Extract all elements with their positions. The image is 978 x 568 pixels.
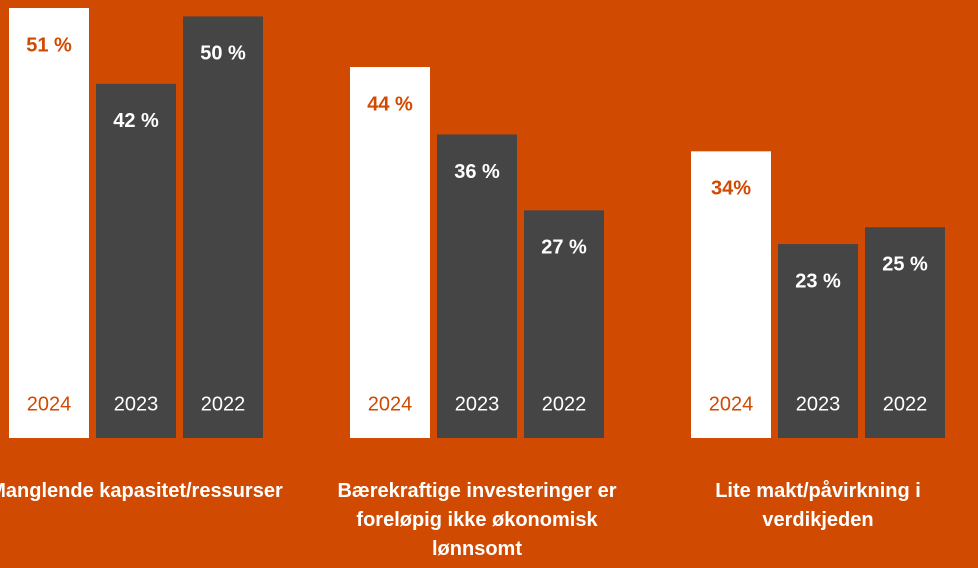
category-label: Lite makt/påvirkning i verdikjeden xyxy=(715,480,921,531)
series-label: 2024 xyxy=(27,393,72,415)
value-label: 36 % xyxy=(454,161,500,183)
value-label: 34% xyxy=(711,178,751,200)
value-label: 27 % xyxy=(541,237,587,259)
bar xyxy=(350,67,430,439)
bar xyxy=(96,83,176,438)
value-label: 42 % xyxy=(113,110,159,132)
series-label: 2023 xyxy=(114,393,159,415)
bar xyxy=(865,227,945,438)
bar xyxy=(691,151,771,439)
bar xyxy=(183,16,263,439)
category-label: Bærekraftige investeringer er foreløpig … xyxy=(337,480,617,560)
series-label: 2024 xyxy=(368,393,413,415)
bar xyxy=(9,8,89,438)
value-label: 44 % xyxy=(367,93,413,115)
series-label: 2022 xyxy=(201,393,246,415)
bar xyxy=(524,210,604,438)
series-label: 2022 xyxy=(542,393,587,415)
series-label: 2022 xyxy=(883,393,928,415)
value-label: 51 % xyxy=(26,34,72,56)
bar xyxy=(437,134,517,438)
value-label: 25 % xyxy=(882,253,928,275)
bar xyxy=(778,244,858,438)
category-label: Manglende kapasitet/ressurser xyxy=(0,480,283,502)
series-label: 2023 xyxy=(796,393,841,415)
series-label: 2024 xyxy=(709,393,754,415)
series-label: 2023 xyxy=(455,393,500,415)
value-label: 23 % xyxy=(795,270,841,292)
value-label: 50 % xyxy=(200,43,246,65)
